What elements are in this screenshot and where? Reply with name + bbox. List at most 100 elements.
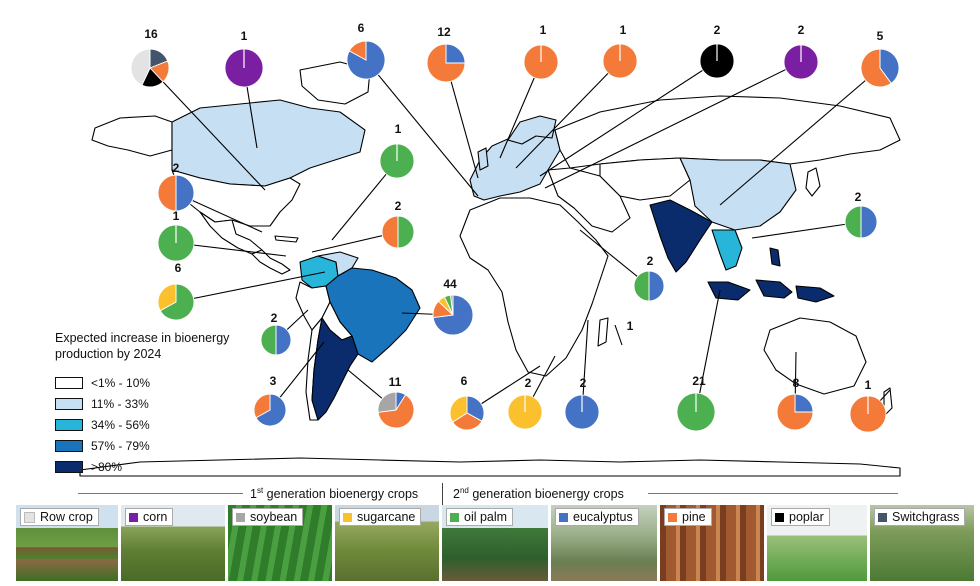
pie-count-label: 3	[270, 374, 277, 388]
crop-photo-pine: pine	[660, 505, 764, 581]
pie-slice-oil_palm	[397, 215, 415, 249]
country-philippines	[769, 247, 781, 267]
first-gen-text: generation bioenergy crops	[263, 487, 419, 502]
country-canada	[171, 99, 366, 187]
pie-slice-pine	[377, 394, 415, 429]
legend-swatch	[55, 418, 83, 431]
pie-slice-soybean	[377, 391, 397, 413]
pie-chart	[783, 44, 819, 80]
pie-chart	[426, 43, 466, 83]
country-central-america	[251, 249, 291, 275]
pie-count-label: 2	[173, 161, 180, 175]
leader-line	[175, 271, 326, 303]
crop-photo-corn: corn	[121, 505, 225, 581]
crop-label: Row crop	[20, 508, 99, 526]
crop-label: eucalyptus	[555, 508, 639, 526]
crop-photo-switchgrass: Switchgrass	[870, 505, 974, 581]
legend-swatch	[55, 439, 83, 452]
legend-item: 57% - 79%	[55, 435, 255, 456]
pie-slice-oil_palm	[159, 283, 195, 321]
pie-count-label: 5	[877, 29, 884, 43]
country-africa	[459, 197, 609, 377]
legend-item: 11% - 33%	[55, 393, 255, 414]
pie-slice-pine	[157, 174, 177, 212]
leader-line	[751, 221, 862, 239]
pie-chart	[523, 44, 559, 80]
pie-slice-eucalyptus	[794, 393, 814, 413]
pie-chart	[253, 393, 287, 427]
crop-photo-poplar: poplar	[767, 505, 867, 581]
pie-slice-soybean	[449, 294, 454, 316]
country-se-asia	[711, 229, 743, 271]
pie-count-label: 1	[395, 122, 402, 136]
country-middle-east	[547, 167, 631, 233]
crop-label: oil palm	[446, 508, 514, 526]
pie-chart	[377, 391, 415, 429]
land-layer	[79, 61, 901, 477]
leader-line	[539, 60, 718, 177]
pie-slice-oil_palm	[260, 324, 277, 356]
country-alaska	[91, 115, 173, 157]
crop-photo-sugarcane: sugarcane	[335, 505, 439, 581]
legend-label: 11% - 33%	[91, 396, 149, 411]
swatch-black-icon	[775, 512, 784, 522]
crop-photo-soybean: soybean	[228, 505, 332, 581]
pie-chart	[260, 324, 292, 356]
pie-chart	[844, 205, 878, 239]
country-central-asia	[599, 157, 691, 201]
pie-count-label: 44	[443, 277, 457, 291]
pie-count-label: 1	[241, 29, 248, 43]
country-indonesia-2	[755, 279, 793, 299]
second-gen-suffix: nd	[459, 486, 469, 495]
pie-count-label: 2	[855, 190, 862, 204]
second-gen-text: generation bioenergy crops	[468, 487, 624, 502]
country-uk	[477, 147, 489, 171]
country-indonesia-1	[707, 281, 751, 301]
pie-slice-eucalyptus	[879, 48, 900, 84]
pie-slice-eucalyptus	[445, 43, 466, 64]
crop-label-text: sugarcane	[357, 510, 416, 524]
swatch-yellow-icon	[343, 512, 352, 522]
leader-line	[175, 242, 287, 257]
pie-chart	[564, 394, 600, 430]
legend-item: 34% - 56%	[55, 414, 255, 435]
crop-label: soybean	[232, 508, 304, 526]
pie-chart	[346, 40, 386, 80]
pie-slice-eucalyptus	[255, 393, 287, 427]
crop-photo-strip: Row crop corn soybean sugarcane oil palm euca…	[16, 505, 980, 581]
second-gen-heading: 2nd generation bioenergy crops	[453, 486, 624, 501]
legend-label: 34% - 56%	[91, 417, 150, 432]
country-indonesia-3	[795, 285, 835, 303]
leader-line	[614, 324, 623, 346]
pie-count-label: 11	[389, 375, 402, 389]
pie-slice-pine	[253, 393, 271, 419]
pie-chart	[157, 283, 195, 321]
first-gen-rule-left	[78, 493, 243, 494]
pie-slice-pine	[452, 412, 483, 431]
pie-count-label: 2	[580, 376, 587, 390]
pie-chart	[432, 294, 474, 336]
pie-slice-row_crop	[130, 48, 151, 86]
pie-slice-pine	[426, 43, 466, 83]
pie-chart	[776, 393, 814, 431]
country-europe	[469, 129, 561, 201]
pie-count-label: 6	[358, 21, 365, 35]
second-gen-ordinal: 2	[453, 487, 460, 502]
leader-line	[365, 59, 479, 197]
pie-chart	[379, 143, 415, 179]
pie-chart	[849, 395, 887, 433]
pie-count-label: 1	[540, 23, 547, 37]
country-cuba	[274, 235, 299, 243]
pie-chart	[633, 270, 665, 302]
country-japan	[805, 167, 821, 197]
pie-chart	[224, 48, 264, 88]
legend-item: >80%	[55, 456, 255, 477]
leader-line	[719, 67, 881, 206]
crop-photo-eucalyptus: eucalyptus	[551, 505, 657, 581]
pie-slice-pine	[776, 393, 814, 431]
leader-line	[515, 60, 621, 169]
crop-label-text: soybean	[250, 510, 298, 524]
legend-label: <1% - 10%	[91, 375, 151, 390]
crop-photo-oil-palm: oil palm	[442, 505, 548, 581]
